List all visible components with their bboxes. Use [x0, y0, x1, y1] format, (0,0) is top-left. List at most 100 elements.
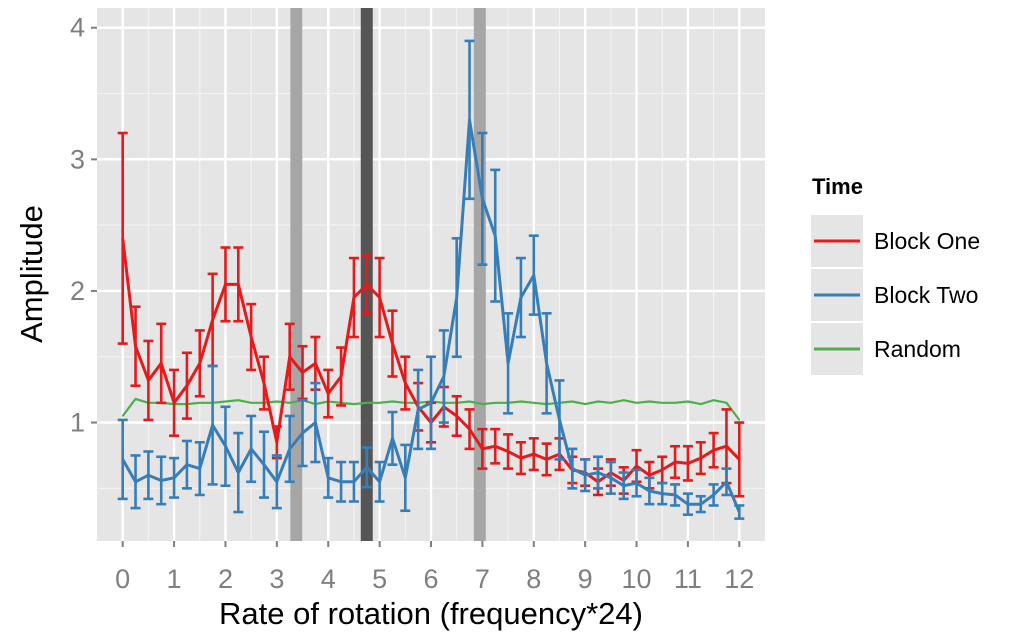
legend-title: Time	[812, 174, 863, 199]
data-point	[288, 448, 291, 450]
data-point	[147, 379, 150, 382]
data-point	[186, 463, 188, 466]
data-point	[340, 480, 342, 483]
data-point	[134, 398, 137, 400]
data-point	[353, 480, 355, 483]
data-point	[160, 362, 163, 365]
highlight-band-1	[290, 8, 303, 541]
data-point	[276, 480, 278, 483]
data-point	[571, 467, 574, 470]
data-point	[674, 402, 676, 404]
x-tick-label: 0	[115, 564, 130, 594]
x-tick-label: 12	[724, 564, 754, 594]
data-point	[404, 477, 407, 479]
data-point	[198, 402, 201, 404]
series-block-one	[117, 131, 745, 498]
data-point	[558, 419, 561, 421]
data-point	[635, 402, 638, 404]
data-point	[121, 415, 124, 417]
legend: Time Block One Block Two Random	[811, 174, 980, 375]
legend-item-random: Random	[811, 323, 961, 375]
data-point	[224, 283, 227, 286]
data-point	[365, 283, 368, 286]
data-point	[121, 237, 124, 240]
data-point	[314, 362, 317, 365]
data-point	[507, 450, 509, 453]
x-tick-label: 1	[167, 564, 182, 594]
data-point	[430, 402, 432, 404]
data-point	[494, 445, 497, 448]
legend-label: Block One	[874, 228, 980, 254]
data-point	[468, 400, 471, 403]
data-point	[211, 319, 214, 321]
data-point	[173, 402, 175, 404]
data-point	[288, 402, 291, 404]
data-point	[237, 399, 240, 401]
data-point	[661, 492, 664, 495]
data-point	[121, 458, 124, 461]
data-point	[378, 402, 381, 404]
data-point	[224, 400, 227, 403]
data-point	[455, 296, 458, 299]
data-point	[584, 474, 586, 476]
y-tick-label: 2	[70, 276, 85, 306]
data-point	[250, 448, 252, 450]
data-point	[494, 234, 497, 237]
data-point	[635, 465, 638, 467]
data-point	[134, 480, 137, 483]
data-point	[661, 402, 664, 404]
data-point	[443, 375, 445, 378]
data-point	[160, 479, 163, 482]
data-point	[532, 402, 535, 404]
data-point	[622, 399, 625, 401]
data-point	[147, 474, 150, 476]
data-point	[738, 511, 741, 513]
x-tick-label: 4	[321, 564, 336, 594]
data-point	[455, 415, 458, 417]
data-point	[250, 336, 252, 338]
data-point	[687, 503, 689, 505]
data-point	[725, 402, 728, 404]
data-point	[250, 402, 252, 404]
data-point	[365, 466, 368, 469]
x-tick-label: 10	[622, 564, 652, 594]
data-point	[648, 490, 651, 492]
data-point	[173, 477, 175, 479]
data-point	[417, 408, 419, 411]
data-point	[738, 458, 741, 461]
data-point	[699, 403, 702, 405]
data-point	[481, 198, 484, 200]
data-point	[597, 471, 599, 474]
data-point	[571, 400, 574, 403]
data-point	[404, 382, 407, 384]
x-tick-label: 5	[372, 564, 387, 594]
data-point	[520, 457, 522, 459]
data-point	[365, 402, 368, 404]
data-point	[391, 400, 394, 403]
data-point	[353, 296, 355, 299]
data-point	[468, 119, 471, 121]
data-point	[224, 445, 227, 448]
data-point	[648, 400, 651, 403]
data-point	[391, 437, 394, 440]
data-point	[198, 467, 201, 470]
data-point	[725, 480, 728, 483]
data-point	[738, 419, 741, 421]
data-point	[648, 474, 651, 476]
y-axis: 1 2 3 4	[70, 13, 97, 438]
data-point	[276, 441, 278, 444]
data-point	[687, 462, 689, 465]
highlight-band-3	[473, 8, 486, 541]
x-axis: 0 1 2 3 4 5 6 7 8 9 10 11 12	[115, 541, 754, 594]
data-point	[545, 362, 548, 365]
data-point	[674, 461, 676, 463]
data-point	[712, 494, 715, 496]
data-point	[468, 428, 471, 430]
data-point	[507, 362, 509, 365]
data-point	[378, 480, 381, 483]
data-point	[597, 400, 599, 403]
data-point	[186, 384, 188, 387]
data-point	[327, 392, 330, 395]
data-point	[237, 471, 240, 474]
data-point	[610, 477, 612, 479]
